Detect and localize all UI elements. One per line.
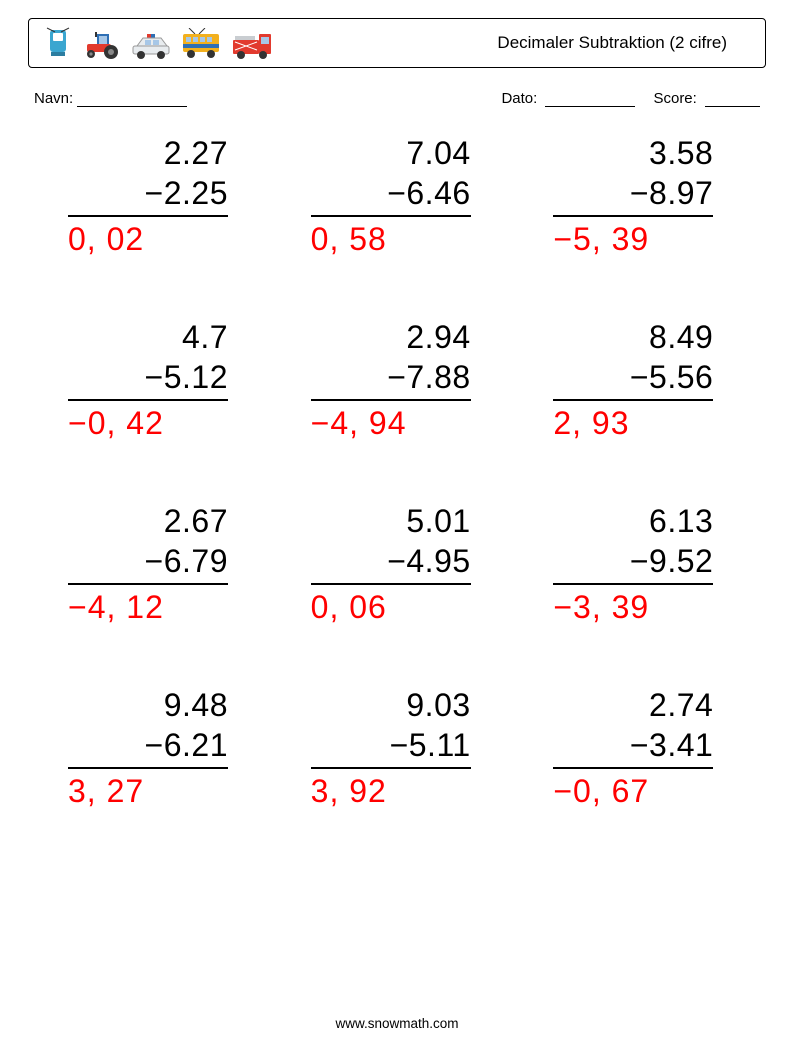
answer: −0, 42 xyxy=(68,403,164,443)
answer: 3, 92 xyxy=(311,771,387,811)
problem: 7.04−6.460, 58 xyxy=(281,133,514,259)
rule-line xyxy=(553,767,713,769)
rule-line xyxy=(311,767,471,769)
footer-url: www.snowmath.com xyxy=(0,1016,794,1031)
minuend: 4.7 xyxy=(68,317,228,357)
name-label: Navn: xyxy=(34,90,73,107)
vehicle-icon-row xyxy=(43,26,273,60)
subtrahend: −4.95 xyxy=(311,541,471,581)
problem-stack: 5.01−4.95 xyxy=(311,501,471,585)
subtrahend: −3.41 xyxy=(553,725,713,765)
train-icon xyxy=(43,26,73,60)
problem-stack: 2.74−3.41 xyxy=(553,685,713,769)
worksheet-title: Decimaler Subtraktion (2 cifre) xyxy=(497,33,751,53)
subtrahend: −6.46 xyxy=(311,173,471,213)
answer: −4, 12 xyxy=(68,587,164,627)
problem: 2.74−3.41−0, 67 xyxy=(523,685,756,811)
rule-line xyxy=(68,583,228,585)
score-blank[interactable] xyxy=(705,93,760,107)
problem-stack: 7.04−6.46 xyxy=(311,133,471,217)
subtrahend: −5.56 xyxy=(553,357,713,397)
subtrahend: −8.97 xyxy=(553,173,713,213)
answer: −3, 39 xyxy=(553,587,649,627)
bus-icon xyxy=(181,28,221,60)
problem: 2.67−6.79−4, 12 xyxy=(38,501,271,627)
problem: 5.01−4.950, 06 xyxy=(281,501,514,627)
subtrahend: −5.11 xyxy=(311,725,471,765)
minuend: 8.49 xyxy=(553,317,713,357)
problem-stack: 4.7−5.12 xyxy=(68,317,228,401)
minuend: 9.03 xyxy=(311,685,471,725)
firetruck-icon xyxy=(231,30,273,60)
date-blank[interactable] xyxy=(545,93,635,107)
rule-line xyxy=(311,399,471,401)
police-car-icon xyxy=(131,32,171,60)
problem-stack: 2.27−2.25 xyxy=(68,133,228,217)
subtrahend: −2.25 xyxy=(68,173,228,213)
rule-line xyxy=(311,215,471,217)
problem: 6.13−9.52−3, 39 xyxy=(523,501,756,627)
rule-line xyxy=(68,767,228,769)
answer: −5, 39 xyxy=(553,219,649,259)
minuend: 2.74 xyxy=(553,685,713,725)
minuend: 2.94 xyxy=(311,317,471,357)
problem-stack: 9.03−5.11 xyxy=(311,685,471,769)
answer: 3, 27 xyxy=(68,771,144,811)
problem: 4.7−5.12−0, 42 xyxy=(38,317,271,443)
problem-stack: 6.13−9.52 xyxy=(553,501,713,585)
problem: 9.48−6.213, 27 xyxy=(38,685,271,811)
problem: 3.58−8.97−5, 39 xyxy=(523,133,756,259)
minuend: 9.48 xyxy=(68,685,228,725)
answer: −0, 67 xyxy=(553,771,649,811)
answer: −4, 94 xyxy=(311,403,407,443)
minuend: 2.27 xyxy=(68,133,228,173)
problem-stack: 2.67−6.79 xyxy=(68,501,228,585)
problem: 2.27−2.250, 02 xyxy=(38,133,271,259)
minuend: 3.58 xyxy=(553,133,713,173)
answer: 0, 06 xyxy=(311,587,387,627)
minuend: 6.13 xyxy=(553,501,713,541)
meta-row: Navn: Dato: Score: xyxy=(34,90,760,107)
header-box: Decimaler Subtraktion (2 cifre) xyxy=(28,18,766,68)
problems-grid: 2.27−2.250, 027.04−6.460, 583.58−8.97−5,… xyxy=(28,133,766,811)
minuend: 2.67 xyxy=(68,501,228,541)
problem-stack: 9.48−6.21 xyxy=(68,685,228,769)
name-blank[interactable] xyxy=(77,93,187,107)
answer: 0, 02 xyxy=(68,219,144,259)
problem: 8.49−5.562, 93 xyxy=(523,317,756,443)
problem-stack: 3.58−8.97 xyxy=(553,133,713,217)
rule-line xyxy=(311,583,471,585)
rule-line xyxy=(68,399,228,401)
problem: 2.94−7.88−4, 94 xyxy=(281,317,514,443)
subtrahend: −6.21 xyxy=(68,725,228,765)
subtrahend: −9.52 xyxy=(553,541,713,581)
subtrahend: −6.79 xyxy=(68,541,228,581)
rule-line xyxy=(553,583,713,585)
minuend: 7.04 xyxy=(311,133,471,173)
answer: 2, 93 xyxy=(553,403,629,443)
subtrahend: −7.88 xyxy=(311,357,471,397)
tractor-icon xyxy=(83,30,121,60)
date-label: Dato: xyxy=(501,90,537,107)
problem-stack: 2.94−7.88 xyxy=(311,317,471,401)
rule-line xyxy=(553,215,713,217)
minuend: 5.01 xyxy=(311,501,471,541)
rule-line xyxy=(68,215,228,217)
problem: 9.03−5.113, 92 xyxy=(281,685,514,811)
answer: 0, 58 xyxy=(311,219,387,259)
score-label: Score: xyxy=(653,90,696,107)
subtrahend: −5.12 xyxy=(68,357,228,397)
rule-line xyxy=(553,399,713,401)
problem-stack: 8.49−5.56 xyxy=(553,317,713,401)
